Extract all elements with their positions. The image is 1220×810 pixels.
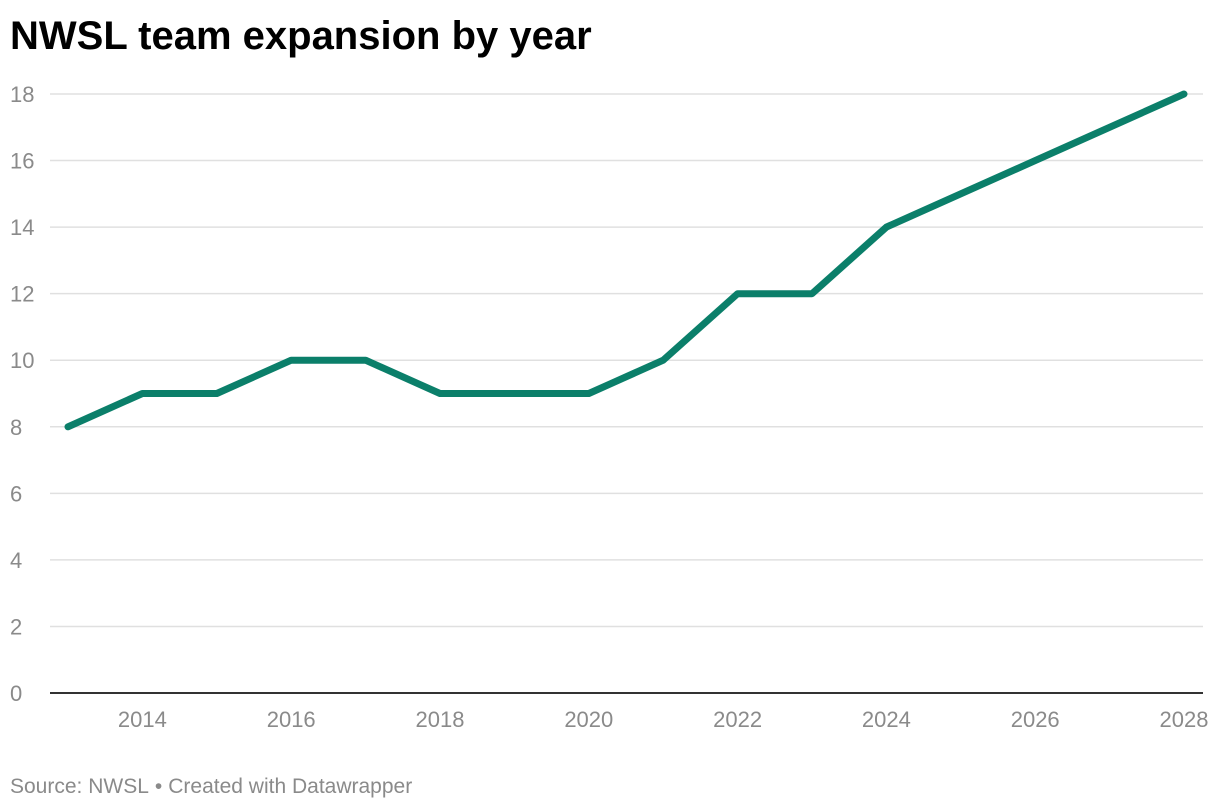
y-tick-label: 2 — [10, 614, 22, 639]
y-tick-label: 18 — [10, 82, 34, 107]
footer-separator: • — [154, 775, 163, 798]
y-tick-label: 10 — [10, 348, 34, 373]
y-tick-label: 16 — [10, 149, 34, 174]
x-tick-label: 2020 — [564, 707, 613, 732]
y-tick-label: 4 — [10, 548, 22, 573]
y-tick-label: 0 — [10, 681, 22, 706]
y-tick-label: 14 — [10, 215, 34, 240]
y-tick-label: 12 — [10, 282, 34, 307]
x-tick-label: 2026 — [1011, 707, 1060, 732]
y-tick-label: 6 — [10, 481, 22, 506]
x-tick-label: 2028 — [1160, 707, 1209, 732]
series-line-0 — [64, 90, 1188, 431]
chart-title: NWSL team expansion by year — [10, 14, 592, 58]
x-tick-label: 2016 — [267, 707, 316, 732]
x-axis-ticks: 2014 2016 2018 2020 2022 2024 2026 2028 — [118, 707, 1209, 732]
y-axis-ticks: 0 2 4 6 8 10 12 14 16 18 — [10, 82, 34, 706]
x-tick-label: 2022 — [713, 707, 762, 732]
chart-footer: Source: NWSL • Created with Datawrapper — [10, 774, 412, 800]
credit-note: Created with Datawrapper — [168, 775, 413, 798]
series — [64, 90, 1188, 431]
y-tick-label: 8 — [10, 415, 22, 440]
source-note: Source: NWSL — [10, 775, 149, 798]
x-tick-label: 2024 — [862, 707, 911, 732]
gridlines — [50, 93, 1203, 694]
x-tick-label: 2014 — [118, 707, 167, 732]
x-tick-label: 2018 — [416, 707, 465, 732]
line-chart: 0 2 4 6 8 10 12 14 16 18 2014 2016 2018 2020 2022 2024… — [10, 82, 1209, 732]
